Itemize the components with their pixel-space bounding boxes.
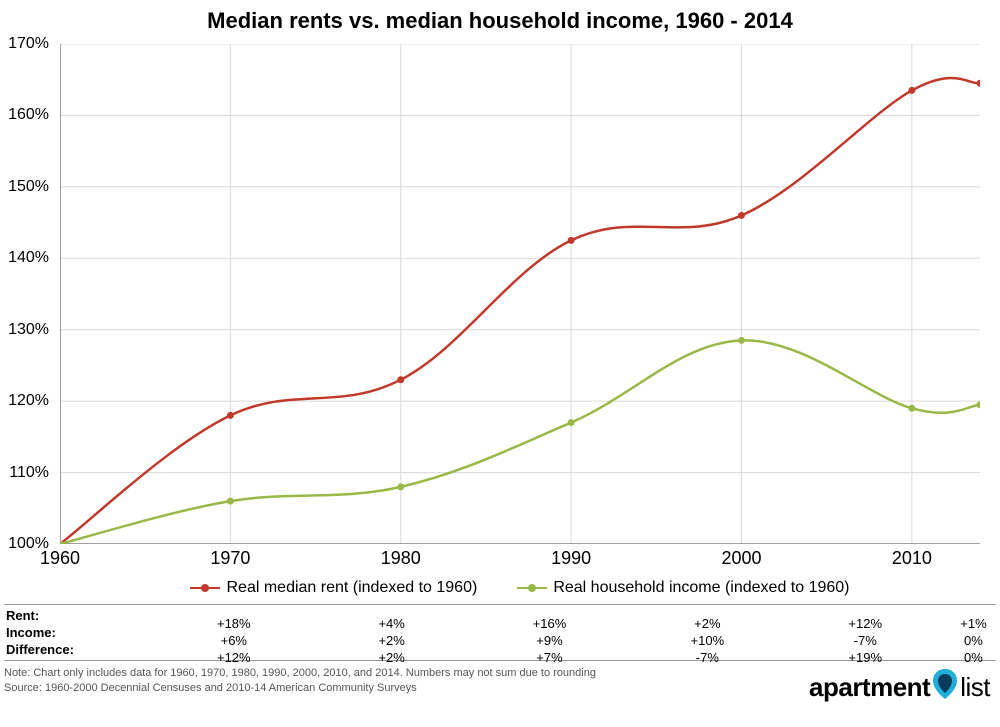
x-axis-label: 1980 — [381, 548, 421, 569]
table-cell: +9% — [536, 633, 562, 648]
table-cell: +12% — [848, 616, 882, 631]
table-cell: +1% — [960, 616, 986, 631]
legend-label: Real household income (indexed to 1960) — [553, 579, 849, 597]
plot-area — [60, 44, 980, 544]
table-cell: +16% — [533, 616, 567, 631]
legend-item: Real median rent (indexed to 1960) — [190, 579, 477, 597]
table-cell: +2% — [378, 633, 404, 648]
table-row-label: Rent: — [4, 608, 94, 623]
table-cell: -7% — [696, 650, 719, 665]
x-axis-label: 2010 — [892, 548, 932, 569]
table-row: Income:+6%+2%+9%+10%-7%0% — [4, 624, 996, 641]
chart-title: Median rents vs. median household income… — [0, 8, 1000, 34]
table-row: Difference:+12%+2%+7%-7%+19%0% — [4, 641, 996, 658]
table-cell: +7% — [536, 650, 562, 665]
y-axis-labels: 100%110%120%130%140%150%160%170% — [0, 44, 55, 544]
table-cell: 0% — [964, 633, 983, 648]
table-cell: +19% — [848, 650, 882, 665]
table-cell: +6% — [221, 633, 247, 648]
data-table: Rent:+18%+4%+16%+2%+12%+1%Income:+6%+2%+… — [4, 604, 996, 661]
y-axis-label: 160% — [8, 106, 49, 124]
table-row-label: Difference: — [4, 642, 94, 657]
x-axis-label: 2000 — [721, 548, 761, 569]
x-axis-label: 1970 — [210, 548, 250, 569]
table-cell: +2% — [378, 650, 404, 665]
y-axis-label: 170% — [8, 35, 49, 53]
x-axis-label: 1990 — [551, 548, 591, 569]
brand-logo: apartment list — [809, 668, 990, 707]
legend-marker-icon — [517, 587, 547, 589]
table-cell: +4% — [378, 616, 404, 631]
y-axis-label: 140% — [8, 249, 49, 267]
logo-text-1: apartment — [809, 672, 930, 703]
table-cell: +12% — [217, 650, 251, 665]
table-cell: 0% — [964, 650, 983, 665]
x-axis-labels: 196019701980199020002010 — [60, 548, 980, 572]
table-row-label: Income: — [4, 625, 94, 640]
source-line: Source: 1960-2000 Decennial Censuses and… — [4, 681, 596, 696]
table-cell: +2% — [694, 616, 720, 631]
table-cell: +18% — [217, 616, 251, 631]
logo-text-2: list — [960, 672, 990, 703]
legend: Real median rent (indexed to 1960) Real h… — [60, 576, 980, 597]
table-row: Rent:+18%+4%+16%+2%+12%+1% — [4, 607, 996, 624]
note-line: Note: Chart only includes data for 1960,… — [4, 666, 596, 681]
y-axis-label: 120% — [8, 392, 49, 410]
legend-label: Real median rent (indexed to 1960) — [226, 579, 477, 597]
logo-pin-icon — [932, 668, 958, 707]
table-cell: +10% — [691, 633, 725, 648]
legend-marker-icon — [190, 587, 220, 589]
x-axis-label: 1960 — [40, 548, 80, 569]
chart-svg — [60, 44, 980, 544]
chart-container: Median rents vs. median household income… — [0, 0, 1000, 727]
legend-item: Real household income (indexed to 1960) — [517, 579, 849, 597]
y-axis-label: 110% — [9, 464, 49, 482]
chart-notes: Note: Chart only includes data for 1960,… — [4, 666, 596, 697]
y-axis-label: 150% — [8, 178, 49, 196]
table-cell: -7% — [854, 633, 877, 648]
y-axis-label: 130% — [8, 321, 49, 339]
